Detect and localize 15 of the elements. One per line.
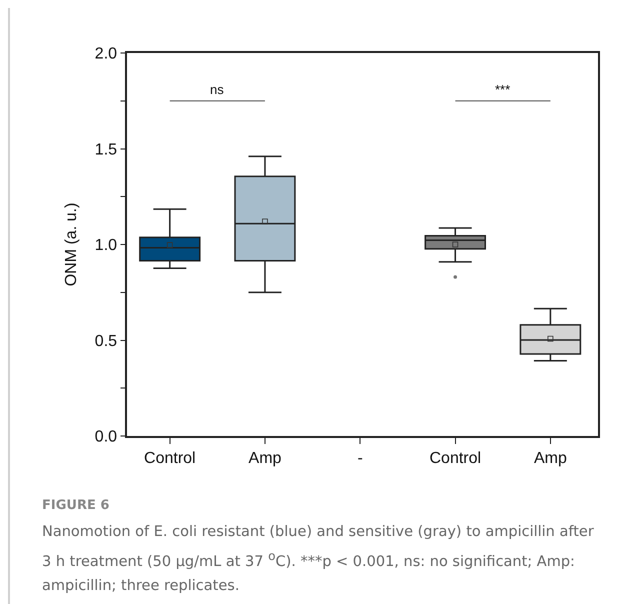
text: Nanomotion of E. coli resistant (blue) and sensitive (gray) to ampicillin after 3 h treatment (50 µg/mL at 37 $^{o}$C). ***p < 0.001, ns: no significant; Amp: ampicillin; three replicates. [42, 524, 594, 594]
annotation: *** [495, 82, 510, 97]
x-tick-label: - [357, 450, 363, 467]
x-tick-label: Amp [534, 450, 567, 467]
caption: FIGURE 6 [42, 497, 110, 515]
annotation: ns [210, 82, 224, 97]
x-tick-label: Amp [248, 450, 282, 467]
y-tick-label: 0.0 [94, 428, 118, 446]
y-axis-title: ONM (a. u.) [63, 202, 80, 286]
y-tick-label: 2.0 [94, 46, 118, 63]
y-tick-label: 1.5 [94, 141, 118, 158]
x-tick-label: Control [144, 450, 196, 467]
y-tick-label: 0.5 [94, 332, 118, 350]
x-tick-label: Control [429, 450, 482, 467]
y-tick-label: 1.0 [94, 237, 118, 254]
